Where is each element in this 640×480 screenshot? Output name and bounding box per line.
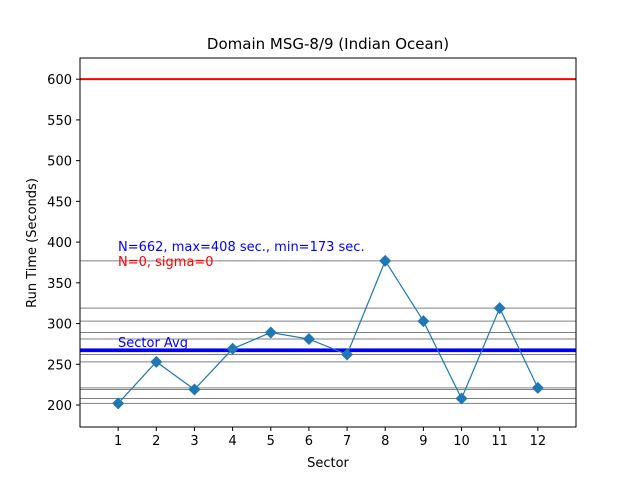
data-point	[531, 381, 544, 394]
x-tick-label: 7	[343, 434, 351, 449]
data-point	[379, 254, 392, 267]
stats-annotation: N=662, max=408 sec., min=173 sec.	[118, 240, 365, 255]
sigma-annotation: N=0, sigma=0	[118, 255, 214, 270]
y-tick-label: 550	[47, 114, 72, 129]
x-tick-label: 10	[453, 434, 470, 449]
data-point	[112, 397, 125, 410]
x-tick-label: 11	[491, 434, 508, 449]
x-tick-label: 2	[152, 434, 160, 449]
data-point	[302, 333, 315, 346]
x-tick-label: 9	[419, 434, 427, 449]
y-tick-label: 200	[47, 399, 72, 414]
plot-area	[80, 78, 576, 410]
data-point	[150, 355, 163, 368]
x-tick-label: 12	[530, 434, 547, 449]
y-axis-label: Run Time (Seconds)	[25, 178, 40, 308]
data-point	[417, 315, 430, 328]
sector-avg-label: Sector Avg	[118, 336, 188, 351]
y-tick-label: 400	[47, 236, 72, 251]
y-tick-label: 500	[47, 155, 72, 170]
data-point	[264, 326, 277, 339]
data-point	[341, 348, 354, 361]
data-point	[455, 392, 468, 405]
data-point	[226, 342, 239, 355]
data-point	[493, 302, 506, 315]
y-tick-label: 250	[47, 358, 72, 373]
x-tick-label: 4	[228, 434, 236, 449]
x-tick-label: 8	[381, 434, 389, 449]
x-tick-label: 5	[267, 434, 275, 449]
axes: 1 2 3 4 5 6 7 8 9 10 11 122002503003504004505005506…	[47, 57, 577, 449]
x-tick-label: 1	[114, 434, 122, 449]
y-tick-label: 300	[47, 318, 72, 333]
y-tick-label: 450	[47, 195, 72, 210]
y-tick-label: 600	[47, 73, 72, 88]
x-tick-label: 6	[305, 434, 313, 449]
x-axis-label: Sector	[307, 456, 349, 471]
x-tick-label: 3	[190, 434, 198, 449]
series-line	[117, 259, 539, 404]
y-tick-label: 350	[47, 277, 72, 292]
chart-title: Domain MSG-8/9 (Indian Ocean)	[207, 35, 449, 53]
data-point	[188, 383, 201, 396]
